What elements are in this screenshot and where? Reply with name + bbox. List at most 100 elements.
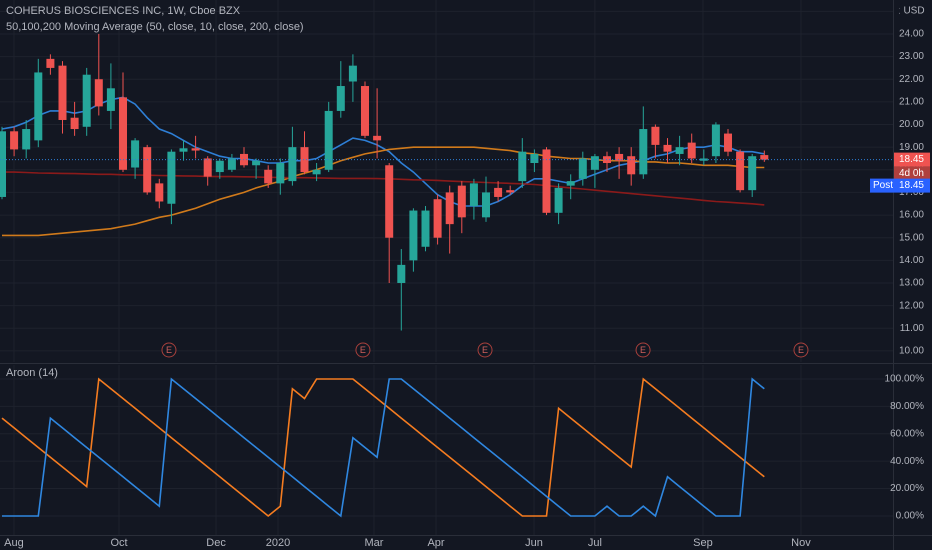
currency[interactable]: USD — [903, 6, 924, 17]
aroon-title: Aroon (14) — [6, 367, 58, 379]
candle-body — [639, 129, 648, 175]
y-tick-label: 10.00 — [899, 346, 924, 357]
x-tick-label: Sep — [693, 537, 713, 549]
candle-body — [179, 148, 188, 152]
y-tick-label: 14.00 — [899, 255, 924, 266]
candle-body — [457, 185, 466, 218]
x-tick-label: Nov — [791, 537, 811, 549]
candle-body — [724, 133, 733, 152]
y-tick-label: 40.00% — [890, 456, 924, 467]
candle-body — [264, 169, 273, 184]
y-tick-label: 24.00 — [899, 29, 924, 40]
y-tick-label: 0.00% — [896, 511, 924, 522]
post-price-box — [870, 178, 930, 193]
candle-body — [675, 147, 684, 154]
earnings-marker — [793, 342, 809, 358]
y-tick-label: 15.00 — [899, 232, 924, 243]
y-tick-label: 100.00% — [885, 374, 925, 385]
candle-body — [312, 169, 321, 175]
y-tick-label: 16.00 — [899, 210, 924, 221]
candle-body — [445, 192, 454, 225]
x-tick-label: Aug — [4, 537, 24, 549]
y-tick-label: 20.00% — [890, 483, 924, 494]
candle-body — [397, 264, 406, 283]
candle-body — [70, 117, 79, 130]
y-tick-label: 23.00 — [899, 51, 924, 62]
candle-body — [554, 187, 563, 213]
currency-box[interactable] — [900, 3, 928, 18]
countdown-box — [894, 166, 930, 181]
y-tick-label: 11.00 — [900, 323, 925, 334]
candle-body — [167, 151, 176, 204]
x-tick-label: 2020 — [266, 537, 290, 549]
candle-body — [373, 135, 382, 141]
x-tick-label: Jun — [525, 537, 543, 549]
candle-body — [699, 158, 708, 161]
countdown-label: 4d 0h — [899, 168, 924, 179]
marks-layer — [0, 33, 893, 518]
line-series — [2, 146, 765, 237]
candle-body — [627, 156, 636, 175]
candle-body — [227, 158, 236, 170]
earnings-marker — [635, 342, 651, 358]
candle-body — [22, 129, 31, 150]
candle-body — [360, 86, 369, 136]
candle-body — [46, 58, 55, 68]
earnings-label: E — [360, 345, 366, 355]
candle-body — [530, 153, 539, 164]
earnings-label: E — [166, 345, 172, 355]
y-tick-label: 60.00% — [890, 428, 924, 439]
candle-body — [118, 97, 127, 170]
post-label: Post — [873, 180, 893, 191]
y-tick-label: 20.00 — [899, 119, 924, 130]
y-tick-label: 12.00 — [899, 300, 924, 311]
earnings-marker — [477, 342, 493, 358]
candle-body — [0, 131, 6, 197]
candle-body — [651, 126, 660, 145]
candle-body — [603, 156, 612, 164]
candle-body — [482, 192, 491, 218]
candle-body — [385, 165, 394, 238]
line-series — [2, 377, 765, 518]
y-tick-label: 21.00 — [899, 97, 924, 108]
candle-body — [34, 72, 43, 141]
candle-body — [58, 65, 67, 120]
candle-body — [421, 210, 430, 247]
candle-body — [215, 160, 224, 173]
candle-body — [615, 153, 624, 161]
earnings-marker — [161, 342, 177, 358]
candle-body — [711, 124, 720, 157]
candle-body — [748, 156, 757, 191]
candle-body — [276, 163, 285, 184]
line-series — [2, 171, 765, 206]
candle-body — [10, 131, 19, 150]
candle-body — [131, 140, 140, 168]
earnings-label: E — [798, 345, 804, 355]
candle-body — [288, 147, 297, 182]
candle-body — [433, 199, 442, 238]
candle-body — [506, 190, 515, 193]
y-tick-label: 19.00 — [899, 142, 924, 153]
line-series — [1, 377, 765, 518]
y-tick-label: 80.00% — [890, 401, 924, 412]
candle-body — [760, 155, 769, 160]
candle-body — [409, 210, 418, 261]
candle-body — [518, 151, 527, 182]
x-tick-label: Apr — [427, 537, 444, 549]
x-tick-label: Oct — [110, 537, 127, 549]
candle-body — [663, 144, 672, 152]
candle-body — [542, 149, 551, 213]
x-tick-label: Dec — [206, 537, 226, 549]
candle-body — [106, 88, 115, 111]
candle-body — [687, 142, 696, 159]
candle-body — [566, 181, 575, 186]
candle-body — [82, 74, 91, 127]
earnings-label: E — [640, 345, 646, 355]
earnings-marker — [355, 342, 371, 358]
candle-body — [348, 65, 357, 82]
candle-body — [578, 158, 587, 179]
candle-body — [324, 110, 333, 170]
y-tick-label: 13.00 — [899, 278, 924, 289]
y-tick-label: 22.00 — [899, 74, 924, 85]
